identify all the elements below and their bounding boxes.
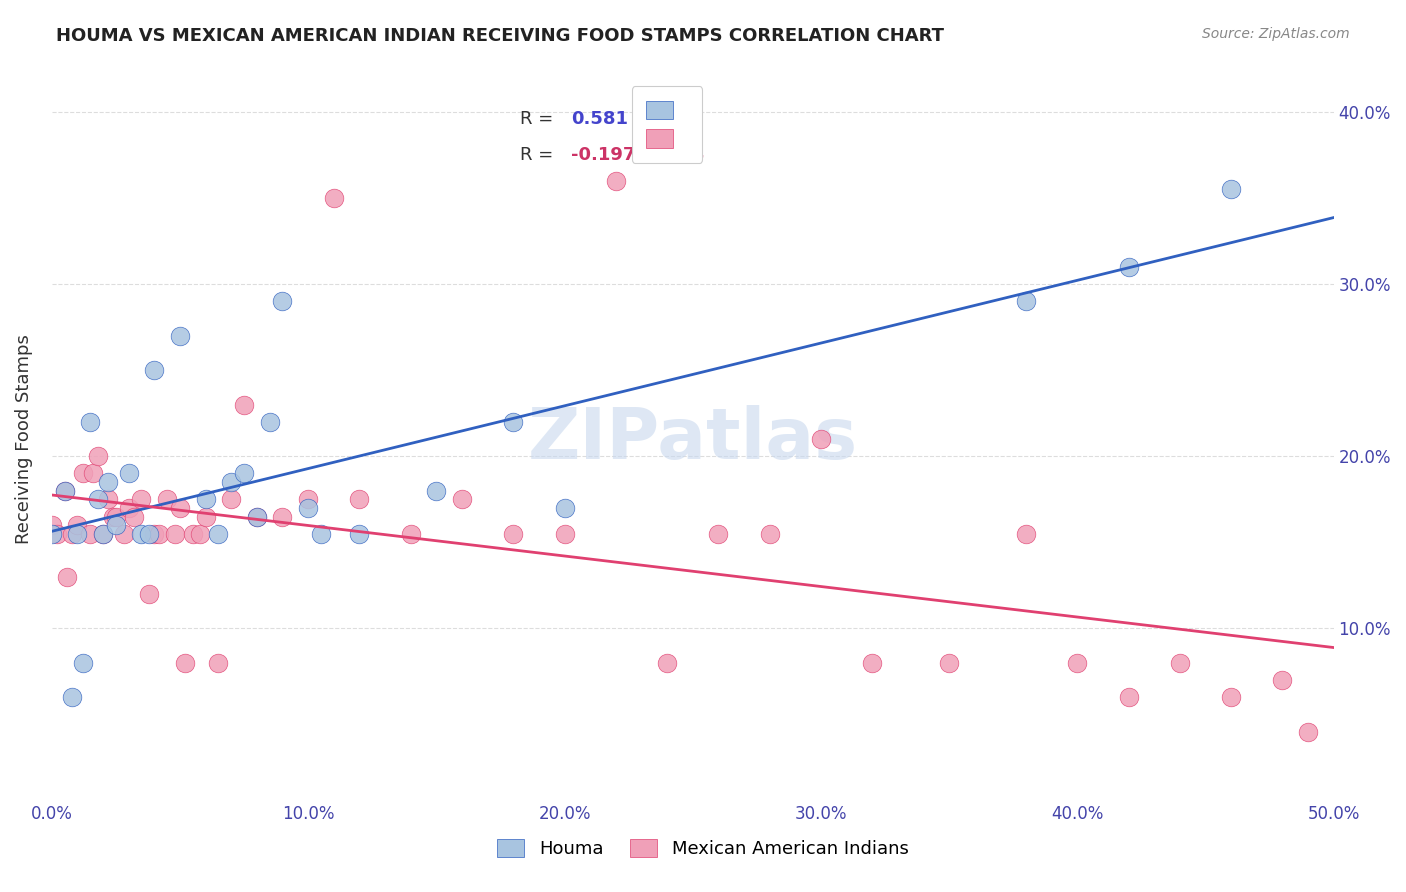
Point — [122, 509, 145, 524]
Text: ZIPatlas: ZIPatlas — [527, 405, 858, 474]
Point — [87, 492, 110, 507]
Point — [219, 475, 242, 489]
Point — [66, 518, 89, 533]
Point — [194, 492, 217, 507]
Point — [72, 467, 94, 481]
Text: R =: R = — [520, 110, 558, 128]
Point — [143, 526, 166, 541]
Point — [233, 398, 256, 412]
Point — [399, 526, 422, 541]
Point — [104, 509, 127, 524]
Point — [163, 526, 186, 541]
Point — [425, 483, 447, 498]
Point — [131, 492, 153, 507]
Point — [118, 467, 141, 481]
Point — [1271, 673, 1294, 687]
Text: Source: ZipAtlas.com: Source: ZipAtlas.com — [1202, 27, 1350, 41]
Point — [79, 526, 101, 541]
Point — [169, 500, 191, 515]
Point — [169, 328, 191, 343]
Text: 0.581: 0.581 — [571, 110, 628, 128]
Point — [138, 526, 160, 541]
Point — [758, 526, 780, 541]
Point — [131, 526, 153, 541]
Point — [1015, 294, 1038, 309]
Text: 54: 54 — [681, 146, 704, 164]
Point — [41, 526, 63, 541]
Point — [297, 500, 319, 515]
Point — [707, 526, 730, 541]
Point — [174, 656, 197, 670]
Point — [246, 509, 269, 524]
Point — [1220, 182, 1243, 196]
Point — [1220, 690, 1243, 705]
Point — [207, 656, 229, 670]
Point — [194, 509, 217, 524]
Point — [97, 492, 120, 507]
Point — [148, 526, 170, 541]
Point — [1015, 526, 1038, 541]
Point — [502, 415, 524, 429]
Point — [810, 432, 832, 446]
Y-axis label: Receiving Food Stamps: Receiving Food Stamps — [15, 334, 32, 544]
Point — [297, 492, 319, 507]
Point — [45, 526, 67, 541]
Point — [91, 526, 114, 541]
Point — [66, 526, 89, 541]
Text: 31: 31 — [681, 110, 704, 128]
Point — [207, 526, 229, 541]
Point — [53, 483, 76, 498]
Point — [1066, 656, 1088, 670]
Text: -0.197: -0.197 — [571, 146, 636, 164]
Point — [53, 483, 76, 498]
Legend: , : , — [631, 87, 702, 163]
Point — [104, 518, 127, 533]
Point — [190, 526, 212, 541]
Point — [860, 656, 883, 670]
Point — [349, 492, 371, 507]
Point — [181, 526, 204, 541]
Point — [82, 467, 104, 481]
Point — [553, 500, 575, 515]
Point — [309, 526, 332, 541]
Point — [655, 656, 678, 670]
Point — [233, 467, 256, 481]
Point — [349, 526, 371, 541]
Point — [938, 656, 960, 670]
Point — [41, 518, 63, 533]
Point — [138, 587, 160, 601]
Point — [79, 415, 101, 429]
Point — [112, 526, 135, 541]
Point — [156, 492, 179, 507]
Text: N =: N = — [636, 110, 675, 128]
Point — [502, 526, 524, 541]
Point — [451, 492, 474, 507]
Point — [1296, 724, 1319, 739]
Point — [1118, 260, 1140, 274]
Point — [97, 475, 120, 489]
Point — [87, 449, 110, 463]
Legend: Houma, Mexican American Indians: Houma, Mexican American Indians — [491, 831, 915, 865]
Point — [60, 690, 83, 705]
Point — [271, 294, 294, 309]
Text: HOUMA VS MEXICAN AMERICAN INDIAN RECEIVING FOOD STAMPS CORRELATION CHART: HOUMA VS MEXICAN AMERICAN INDIAN RECEIVI… — [56, 27, 945, 45]
Point — [103, 509, 125, 524]
Point — [143, 363, 166, 377]
Point — [118, 500, 141, 515]
Point — [259, 415, 281, 429]
Point — [322, 191, 344, 205]
Point — [271, 509, 294, 524]
Text: N =: N = — [636, 146, 675, 164]
Point — [553, 526, 575, 541]
Point — [1168, 656, 1191, 670]
Point — [91, 526, 114, 541]
Text: R =: R = — [520, 146, 558, 164]
Point — [219, 492, 242, 507]
Point — [56, 570, 79, 584]
Point — [60, 526, 83, 541]
Point — [72, 656, 94, 670]
Point — [246, 509, 269, 524]
Point — [1118, 690, 1140, 705]
Point — [605, 174, 627, 188]
